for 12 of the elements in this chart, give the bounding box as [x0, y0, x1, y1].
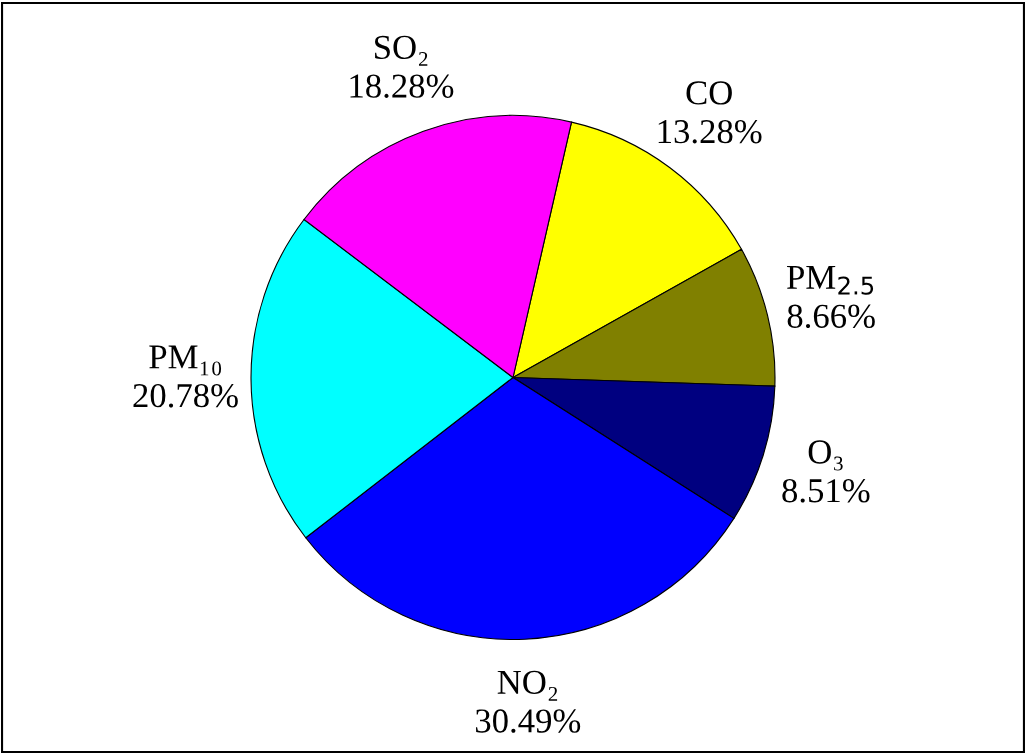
data-label: 18.28%: [350, 74, 454, 98]
slice-label: PM₁₀: [149, 345, 222, 376]
data-label: 13.28%: [658, 119, 762, 144]
data-label: 20.78%: [133, 383, 238, 408]
slice-label: CO: [686, 81, 732, 105]
slice-label: O₃: [808, 440, 843, 471]
slice-label: PM$_{2.5}$: [787, 265, 874, 295]
slice-label: SO₂: [375, 35, 428, 66]
slice-label: NO₂: [497, 670, 558, 701]
data-label: 30.49%: [475, 709, 581, 733]
data-label: 8.51%: [782, 478, 870, 503]
data-label: 8.66%: [787, 304, 875, 329]
